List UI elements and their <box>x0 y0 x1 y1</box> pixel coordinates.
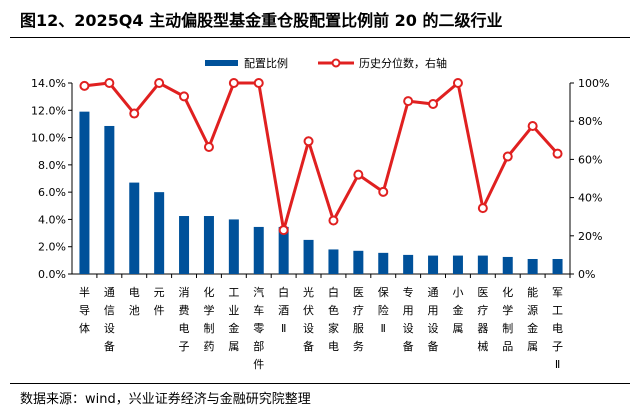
line-point <box>403 96 414 107</box>
line-point <box>179 91 190 102</box>
left-tick-label: 8.0% <box>38 159 66 172</box>
category-label: 医疗服务 <box>353 286 364 353</box>
bar <box>378 252 389 274</box>
category-label: 化学制品 <box>502 285 513 353</box>
bar <box>527 258 538 274</box>
category-label: 工业金属 <box>228 286 239 353</box>
category-label: 医疗器械 <box>477 286 488 353</box>
line-point <box>104 78 115 88</box>
chart-title: 图12、2025Q4 主动偏股型基金重仓股配置比例前 20 的二级行业 <box>20 11 503 30</box>
category-label: 元件 <box>154 286 165 317</box>
bar <box>353 250 364 274</box>
bar <box>253 226 264 274</box>
legend-bar-swatch <box>205 60 238 66</box>
line-point <box>328 215 339 226</box>
right-tick-label: 40% <box>578 192 602 205</box>
bar <box>328 249 339 274</box>
bar <box>203 216 214 274</box>
right-tick-label: 20% <box>578 230 602 243</box>
bar <box>303 239 314 274</box>
line-point <box>303 136 314 147</box>
line-point <box>552 148 563 159</box>
legend-line-marker <box>331 58 341 68</box>
category-label: 专用设备 <box>403 285 414 353</box>
left-tick-label: 14.0% <box>31 77 66 90</box>
bar <box>452 255 463 274</box>
category-label: 白酒 Ⅱ <box>278 285 289 335</box>
bar <box>502 256 513 274</box>
category-label: 消费电子 <box>179 285 190 353</box>
left-tick-label: 12.0% <box>31 104 66 117</box>
category-label: 通用设备 <box>428 286 439 353</box>
line-point <box>452 78 463 88</box>
category-label: 光伏设备 <box>303 285 314 353</box>
category-label: 电池 <box>129 286 140 317</box>
line-point <box>228 78 239 88</box>
left-tick-label: 4.0% <box>38 213 66 226</box>
left-tick-label: 0.0% <box>38 268 66 281</box>
legend-bar-label: 配置比例 <box>244 56 288 70</box>
category-label: 保险 Ⅱ <box>378 285 389 335</box>
category-label: 军工电子 Ⅱ <box>552 286 563 371</box>
right-tick-label: 0% <box>578 268 595 281</box>
category-label: 小金属 <box>452 286 463 335</box>
left-tick-label: 6.0% <box>38 186 66 199</box>
line-point <box>154 78 165 88</box>
title-divider <box>10 37 630 38</box>
category-label: 能源金属 <box>527 285 538 353</box>
right-tick-label: 100% <box>578 77 609 90</box>
bar <box>79 111 90 275</box>
bar <box>428 255 439 274</box>
bar <box>129 182 140 274</box>
footer-divider <box>10 383 630 384</box>
line-point <box>129 108 140 119</box>
line-point <box>527 120 538 131</box>
bar <box>477 255 488 274</box>
category-label: 白色家电 <box>328 285 339 353</box>
line-point <box>353 169 364 180</box>
category-label: 化学制药 <box>203 285 214 353</box>
chart: 0.0% 2.0% 4.0% 6.0% 8.0% 10.0% 12.0% 14.0% 0% 20%… <box>31 56 609 371</box>
line-point <box>477 203 488 214</box>
bar <box>104 125 115 274</box>
bar <box>403 254 414 274</box>
bar <box>228 219 239 274</box>
left-tick-label: 2.0% <box>38 241 66 254</box>
category-label: 半导体 <box>79 285 90 335</box>
line-point <box>428 99 439 110</box>
left-tick-label: 10.0% <box>31 132 66 145</box>
legend-line-label: 历史分位数，右轴 <box>359 56 447 70</box>
line-point <box>203 141 214 152</box>
bar <box>278 226 289 274</box>
bar <box>154 192 165 274</box>
bar <box>179 216 190 274</box>
category-label: 通信设备 <box>104 286 115 353</box>
line-point <box>502 151 513 162</box>
line-point <box>253 78 264 88</box>
source-note: 数据来源：wind，兴业证券经济与金融研究院整理 <box>20 392 311 407</box>
line-point <box>79 80 90 91</box>
category-label: 汽车零部件 <box>253 285 264 371</box>
right-tick-label: 80% <box>578 115 602 128</box>
line-point <box>378 186 389 197</box>
line-point <box>278 225 289 236</box>
bar <box>552 258 563 274</box>
right-tick-label: 60% <box>578 153 602 166</box>
